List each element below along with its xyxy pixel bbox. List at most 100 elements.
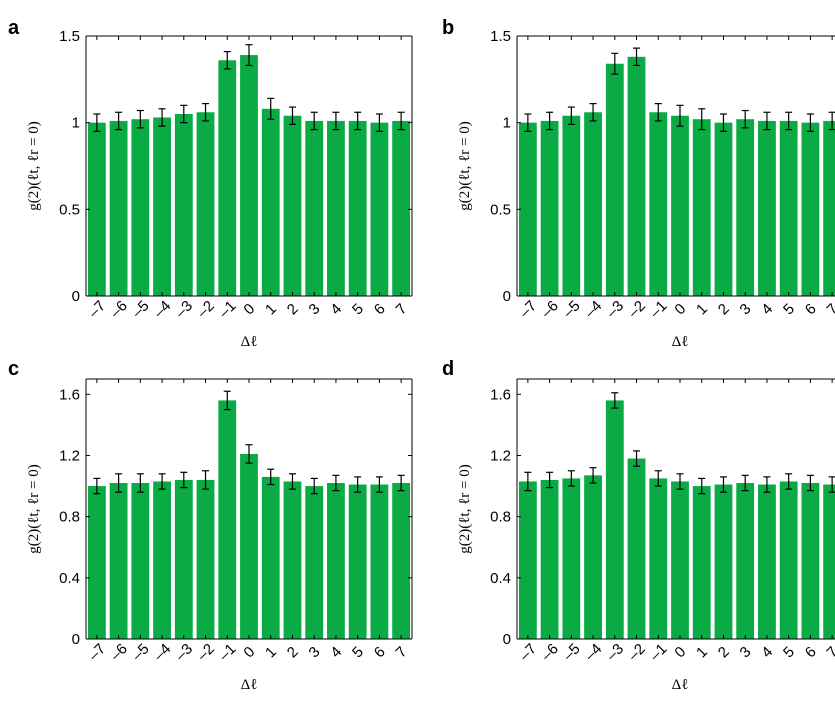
error-bar [676,473,684,490]
x-tick-label: 2 [715,300,733,318]
x-tick-label: 5 [780,643,798,661]
bar [692,486,711,639]
y-tick-label: 0.8 [59,509,80,526]
x-tick-label: 3 [737,300,755,318]
bar [87,486,106,639]
x-tick-label: –6 [538,640,562,664]
bar [196,112,215,297]
error-bar [589,467,597,484]
error-bar [763,476,771,493]
bar [562,115,581,296]
x-axis-label: Δℓ [241,334,258,350]
error-bar [589,102,597,122]
error-bar [633,450,641,467]
error-bar [310,111,318,131]
error-bar [375,113,383,132]
x-axis-label: Δℓ [672,677,689,693]
bar [109,483,128,639]
error-bar [223,50,231,70]
bar [584,112,602,297]
error-bar [719,476,727,493]
error-bar [397,474,405,492]
error-bar [567,470,575,487]
x-axis-label: Δℓ [672,334,689,350]
bar [779,120,798,297]
x-tick-label: –7 [516,297,540,321]
bar [671,481,689,639]
error-bar [698,108,706,131]
error-bar [806,474,814,492]
x-tick-label: –2 [194,297,218,321]
x-tick-label: 4 [327,300,345,318]
error-bar [375,476,383,493]
bar [261,108,280,296]
bar [218,60,237,296]
x-tick-label: –5 [129,640,153,664]
x-tick-label: 0 [671,643,689,661]
x-tick-label: –4 [151,297,175,321]
bar [348,120,367,297]
bar [801,483,820,639]
x-tick-label: –1 [216,640,240,664]
x-tick-label: –4 [582,297,606,321]
bar [627,56,646,296]
bar [196,479,215,639]
bar [584,475,602,639]
y-tick-label: 1.5 [490,28,511,45]
y-axis-label: g(2)(ℓt, ℓr = 0) [457,464,473,553]
x-tick-label: 5 [349,300,367,318]
bar [692,119,711,296]
error-bar [698,477,706,495]
error-bar [741,474,749,492]
bar [518,122,537,296]
error-bar [332,111,340,131]
y-tick-label: 0.5 [59,201,80,218]
bar [605,400,624,639]
bar [540,479,559,639]
y-axis-label: g(2)(ℓt, ℓr = 0) [26,121,42,210]
y-axis-label: g(2)(ℓt, ℓr = 0) [457,121,473,210]
y-tick-label: 1.6 [59,386,80,403]
error-bar [828,111,835,131]
error-bar [546,111,554,131]
bar [714,484,733,639]
bar [131,119,150,296]
error-bar [115,473,123,493]
panel-a: a00.511.5–7–6–5–4–3–2–1 0 1 2 3 4 5 6 7Δℓg(2)(ℓt… [8,17,413,350]
x-tick-label: –7 [85,297,109,321]
x-tick-label: 6 [802,300,820,318]
x-tick-label: 5 [349,643,367,661]
bar [327,120,345,297]
bar [540,120,559,297]
bar [370,484,389,639]
x-tick-label: –7 [85,640,109,664]
bar [370,122,389,296]
y-tick-label: 1 [503,115,511,132]
bar [131,483,150,639]
x-tick-label: 6 [371,643,389,661]
bar [174,479,193,639]
bar [736,483,755,639]
x-tick-label: 1 [262,300,280,318]
x-tick-label: 4 [758,300,776,318]
x-tick-label: 7 [824,300,835,318]
y-tick-label: 0.5 [490,201,511,218]
x-tick-label: 1 [262,643,280,661]
y-tick-label: 1 [72,115,80,132]
x-tick-label: 7 [393,300,411,318]
y-tick-label: 0.4 [59,570,80,587]
x-tick-label: –6 [107,297,131,321]
error-bar [741,109,749,129]
error-bar [223,390,231,411]
bar [605,63,624,297]
x-tick-label: 5 [780,300,798,318]
x-tick-label: –5 [129,297,153,321]
bar [283,115,302,296]
error-bar [115,111,123,131]
bar [283,481,302,639]
bar [779,481,798,639]
bar [261,476,280,639]
bar [758,484,776,639]
error-bar [654,470,662,487]
panel-label: c [8,358,19,380]
